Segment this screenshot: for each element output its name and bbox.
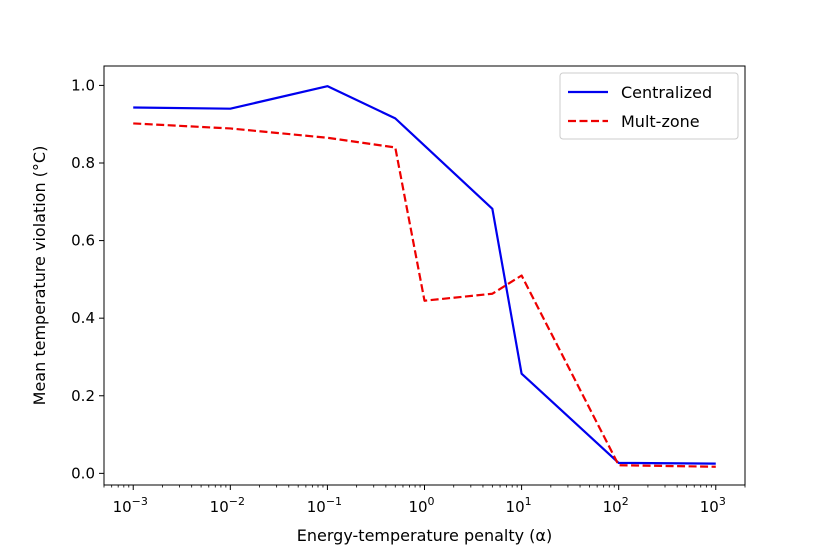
x-tick-label: 103 (700, 495, 726, 516)
legend-box (559, 72, 739, 140)
y-tick-label: 1.0 (71, 76, 95, 94)
y-axis-label: Mean temperature violation (°C) (30, 146, 49, 406)
y-axis: 0.0 0.2 0.4 0.6 0.8 1.0 (71, 76, 104, 482)
y-tick-label: 0.2 (71, 387, 95, 405)
x-tick-label: 100 (408, 495, 434, 516)
series-layer (133, 85, 716, 468)
x-axis: 10−3 10−2 10−1 100 101 102 103 (103, 485, 746, 516)
legend-label: Mult-zone (621, 112, 700, 131)
y-tick-label: 0.8 (71, 154, 95, 172)
x-tick-label: 102 (603, 495, 629, 516)
series-line-2 (133, 122, 716, 468)
legend-label: Centralized (621, 83, 712, 102)
y-tick-label: 0.4 (71, 309, 95, 327)
x-tick-label: 101 (506, 495, 532, 516)
series-line-1 (133, 85, 716, 465)
y-tick-label: 0.0 (71, 464, 95, 482)
x-axis-label: Energy-temperature penalty (α) (297, 526, 552, 545)
y-tick-label: 0.6 (71, 232, 95, 250)
x-tick-label: 10−2 (210, 495, 245, 516)
x-tick-label: 10−3 (113, 495, 148, 516)
x-tick-label: 10−1 (307, 495, 342, 516)
legend: Centralized Mult-zone (559, 72, 739, 140)
